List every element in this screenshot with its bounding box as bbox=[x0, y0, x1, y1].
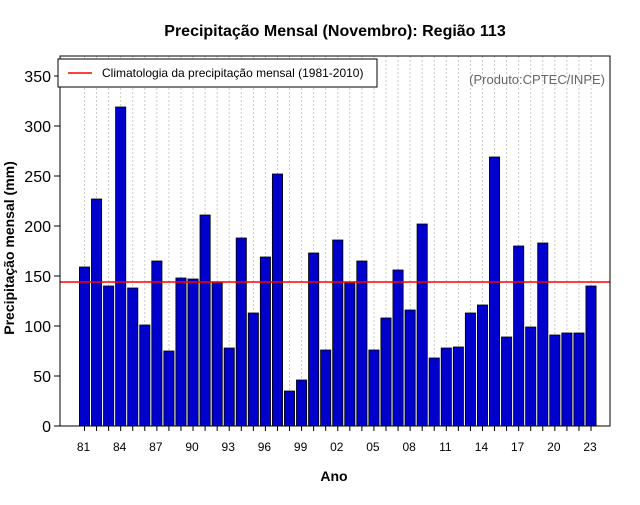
x-tick-label: 17 bbox=[511, 440, 525, 454]
product-credit: (Produto:CPTEC/INPE) bbox=[469, 72, 605, 87]
bar-12 bbox=[452, 346, 464, 427]
bar-00 bbox=[308, 252, 320, 427]
bar-85 bbox=[127, 287, 139, 427]
x-tick-label: 14 bbox=[475, 440, 489, 454]
bar-87 bbox=[151, 260, 163, 427]
bar-91 bbox=[199, 214, 211, 427]
bar-98 bbox=[284, 390, 296, 427]
x-tick-label: 84 bbox=[113, 440, 127, 454]
x-tick-label: 87 bbox=[149, 440, 163, 454]
x-tick-label: 02 bbox=[330, 440, 344, 454]
bar-08 bbox=[404, 309, 416, 427]
y-tick-label: 300 bbox=[24, 119, 51, 136]
bar-95 bbox=[247, 312, 259, 427]
bar-11 bbox=[440, 347, 452, 427]
bar-92 bbox=[211, 281, 223, 427]
legend-box bbox=[57, 58, 378, 88]
x-tick-label: 20 bbox=[547, 440, 561, 454]
y-tick-label: 150 bbox=[24, 269, 51, 286]
x-tick-label: 05 bbox=[366, 440, 380, 454]
bar-88 bbox=[163, 350, 175, 427]
bar-84 bbox=[115, 106, 127, 427]
bar-09 bbox=[416, 223, 428, 427]
bar-97 bbox=[271, 173, 283, 427]
bar-06 bbox=[380, 317, 392, 427]
bar-23 bbox=[585, 285, 597, 427]
bar-20 bbox=[549, 334, 561, 427]
y-tick-label: 0 bbox=[42, 419, 51, 436]
bar-04 bbox=[356, 260, 368, 427]
y-axis: 0 50 100 150 200 250 300 350 bbox=[24, 69, 60, 436]
bar-21 bbox=[561, 332, 573, 427]
bar-19 bbox=[537, 242, 549, 427]
bar-17 bbox=[513, 245, 525, 427]
plot-frame bbox=[59, 55, 611, 427]
bar-82 bbox=[91, 198, 103, 427]
bar-86 bbox=[139, 324, 151, 427]
bar-94 bbox=[235, 237, 247, 427]
bar-02 bbox=[332, 239, 344, 427]
legend: Climatologia da precipitação mensal (198… bbox=[57, 58, 378, 88]
y-tick-label: 200 bbox=[24, 219, 51, 236]
legend-label: Climatologia da precipitação mensal (198… bbox=[102, 66, 363, 80]
bar-89 bbox=[175, 277, 187, 427]
y-tick-label: 50 bbox=[33, 369, 51, 386]
bar-14 bbox=[476, 304, 488, 427]
chart-title: Precipitação Mensal (Novembro): Região 1… bbox=[164, 23, 506, 40]
bars-layer bbox=[79, 106, 597, 427]
x-tick-label: 11 bbox=[439, 440, 452, 454]
x-tick-label: 90 bbox=[185, 440, 199, 454]
bar-01 bbox=[320, 349, 332, 427]
bar-22 bbox=[573, 332, 585, 427]
y-tick-label: 100 bbox=[24, 319, 51, 336]
y-tick-label: 250 bbox=[24, 169, 51, 186]
x-tick-label: 99 bbox=[294, 440, 308, 454]
x-tick-label: 96 bbox=[258, 440, 272, 454]
bar-99 bbox=[296, 379, 308, 427]
bar-05 bbox=[368, 349, 380, 427]
x-tick-label: 08 bbox=[402, 440, 416, 454]
bar-15 bbox=[489, 156, 501, 427]
bar-83 bbox=[103, 285, 115, 427]
bar-03 bbox=[344, 282, 356, 427]
bar-10 bbox=[428, 357, 440, 427]
y-tick-label: 350 bbox=[24, 69, 51, 86]
bar-90 bbox=[187, 278, 199, 427]
x-tick-label: 23 bbox=[583, 440, 597, 454]
y-axis-label: Precipitação mensal (mm) bbox=[1, 161, 17, 335]
x-tick-label: 81 bbox=[77, 440, 91, 454]
bar-13 bbox=[464, 312, 476, 427]
x-axis: 81 84 87 90 93 96 99 02 05 08 11 14 17 20 23 bbox=[77, 426, 597, 454]
bar-18 bbox=[525, 326, 537, 427]
bar-07 bbox=[392, 269, 404, 427]
bar-93 bbox=[223, 347, 235, 427]
x-tick-label: 93 bbox=[222, 440, 236, 454]
bar-16 bbox=[501, 336, 513, 427]
bar-81 bbox=[79, 266, 91, 427]
x-axis-label: Ano bbox=[320, 468, 347, 484]
